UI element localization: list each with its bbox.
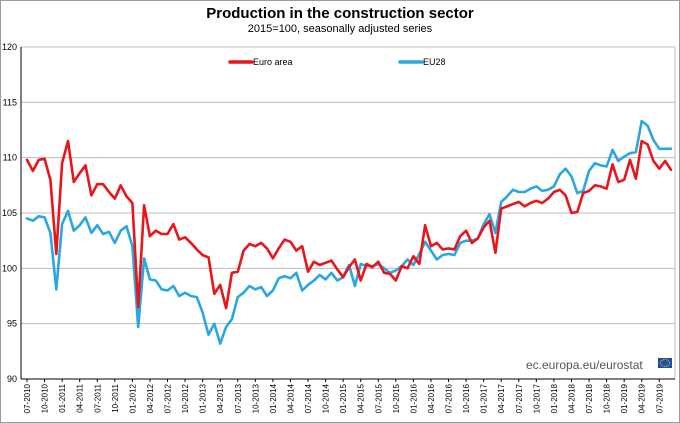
x-tick-label-07-2017: 07-2017 — [515, 383, 524, 413]
x-tick-label-04-2016: 04-2016 — [427, 383, 436, 413]
x-tick-label-10-2014: 10-2014 — [322, 383, 331, 413]
x-tick-label-07-2013: 07-2013 — [234, 383, 243, 413]
x-tick-label-04-2019: 04-2019 — [638, 383, 647, 413]
y-tick-label-120: 120 — [2, 42, 17, 52]
chart-subtitle: 2015=100, seasonally adjusted series — [247, 23, 433, 35]
y-tick-label-105: 105 — [2, 208, 17, 218]
x-tick-label-10-2018: 10-2018 — [603, 383, 612, 413]
x-tick-label-04-2014: 04-2014 — [286, 383, 295, 413]
x-tick-label-07-2014: 07-2014 — [304, 383, 313, 413]
x-tick-label-04-2011: 04-2011 — [76, 383, 85, 412]
x-tick-label-07-2019: 07-2019 — [655, 383, 664, 413]
series-line-eu28 — [25, 119, 673, 345]
legend-label-eu28: EU28 — [423, 57, 446, 67]
y-tick-label-100: 100 — [2, 263, 17, 273]
x-tick-label-01-2018: 01-2018 — [550, 383, 559, 413]
x-tick-label-04-2012: 04-2012 — [146, 383, 155, 413]
x-tick-label-07-2018: 07-2018 — [585, 383, 594, 413]
x-tick-label-01-2019: 01-2019 — [620, 383, 629, 413]
x-tick-label-04-2013: 04-2013 — [216, 383, 225, 413]
x-tick-label-10-2016: 10-2016 — [462, 383, 471, 413]
x-tick-label-07-2016: 07-2016 — [445, 383, 454, 413]
x-tick-label-10-2011: 10-2011 — [111, 383, 120, 412]
x-tick-label-07-2015: 07-2015 — [374, 383, 383, 413]
x-tick-label-10-2010: 10-2010 — [41, 383, 50, 413]
x-tick-label-10-2012: 10-2012 — [181, 383, 190, 413]
x-tick-label-04-2018: 04-2018 — [567, 383, 576, 413]
chart-title: Production in the construction sector — [206, 5, 474, 22]
x-tick-label-01-2016: 01-2016 — [409, 383, 418, 413]
y-tick-label-95: 95 — [7, 319, 17, 329]
x-tick-label-07-2012: 07-2012 — [164, 383, 173, 413]
x-tick-label-01-2017: 01-2017 — [480, 383, 489, 413]
x-tick-label-07-2010: 07-2010 — [23, 383, 32, 413]
x-tick-label-10-2017: 10-2017 — [532, 383, 541, 413]
x-tick-label-01-2015: 01-2015 — [339, 383, 348, 413]
x-tick-label-10-2013: 10-2013 — [251, 383, 260, 413]
x-tick-label-04-2017: 04-2017 — [497, 383, 506, 413]
x-tick-label-01-2014: 01-2014 — [269, 383, 278, 413]
source-label[interactable]: ec.europa.eu/eurostat — [526, 358, 643, 372]
x-tick-label-10-2015: 10-2015 — [392, 383, 401, 413]
x-tick-label-07-2011: 07-2011 — [93, 383, 102, 412]
legend-label-euro-area: Euro area — [253, 57, 293, 67]
series-line-euro-area — [25, 139, 673, 310]
x-tick-label-01-2013: 01-2013 — [199, 383, 208, 413]
x-tick-label-04-2015: 04-2015 — [357, 383, 366, 413]
y-tick-label-110: 110 — [3, 153, 17, 163]
y-tick-label-115: 115 — [3, 97, 17, 107]
y-tick-label-90: 90 — [7, 374, 17, 384]
x-tick-label-01-2012: 01-2012 — [128, 383, 137, 413]
x-tick-label-01-2011: 01-2011 — [58, 383, 67, 412]
eu-flag-icon — [658, 358, 672, 368]
